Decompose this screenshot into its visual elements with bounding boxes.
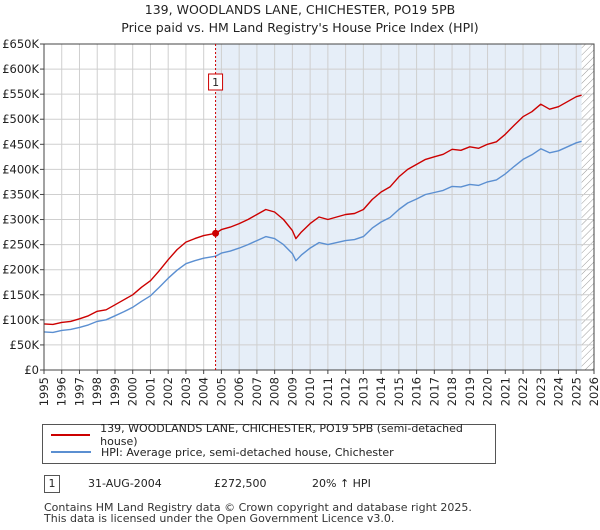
x-tick-label: 2010 bbox=[303, 377, 317, 406]
y-tick-label: £50K bbox=[10, 338, 40, 352]
x-tick-label: 2017 bbox=[427, 377, 441, 406]
x-tick-label: 2011 bbox=[321, 377, 335, 406]
sale-price: £272,500 bbox=[214, 477, 267, 490]
legend-hpi-label: HPI: Average price, semi-detached house,… bbox=[101, 445, 394, 459]
sale-hpi-change: 20% ↑ HPI bbox=[312, 477, 371, 490]
sale-marker-badge: 1 bbox=[44, 475, 60, 493]
y-tick-label: £350K bbox=[2, 187, 39, 201]
legend-item-property: 139, WOODLANDS LANE, CHICHESTER, PO19 5P… bbox=[51, 422, 495, 448]
x-tick-label: 2009 bbox=[285, 377, 299, 406]
footer-licence: This data is licensed under the Open Gov… bbox=[44, 512, 395, 525]
x-tick-label: 2024 bbox=[552, 377, 566, 406]
y-tick-label: £100K bbox=[2, 313, 39, 327]
x-tick-label: 2020 bbox=[481, 377, 495, 406]
forecast-hatch bbox=[581, 44, 594, 370]
x-tick-label: 2008 bbox=[268, 377, 282, 406]
sale-point bbox=[212, 229, 220, 237]
sale-marker-box bbox=[208, 73, 224, 91]
x-tick-label: 2025 bbox=[569, 377, 583, 406]
legend-property-label: 139, WOODLANDS LANE, CHICHESTER, PO19 5P… bbox=[100, 422, 463, 448]
x-tick-label: 2019 bbox=[463, 377, 477, 406]
x-tick-label: 2015 bbox=[392, 377, 406, 406]
y-tick-label: £450K bbox=[2, 137, 39, 151]
x-tick-label: 1996 bbox=[55, 377, 69, 406]
x-tick-label: 2007 bbox=[250, 377, 264, 406]
property-line-swatch bbox=[51, 434, 91, 436]
y-tick-label: £400K bbox=[2, 162, 39, 176]
y-tick-label: £200K bbox=[2, 263, 39, 277]
y-tick-label: £600K bbox=[2, 62, 39, 76]
footer-note: Contains HM Land Registry data © Crown c… bbox=[44, 502, 472, 524]
hpi-line-swatch bbox=[51, 451, 91, 453]
x-tick-label: 1999 bbox=[108, 377, 122, 406]
x-tick-label: 2012 bbox=[339, 377, 353, 406]
property-series-line bbox=[43, 94, 582, 326]
sale-date: 31-AUG-2004 bbox=[88, 477, 162, 490]
y-tick-label: £150K bbox=[2, 288, 39, 302]
x-tick-label: 2023 bbox=[534, 377, 548, 406]
y-tick-label: £550K bbox=[2, 87, 39, 101]
x-tick-label: 2022 bbox=[516, 377, 530, 406]
x-tick-label: 2026 bbox=[587, 377, 600, 406]
x-tick-label: 2001 bbox=[143, 377, 157, 406]
y-tick-label: £650K bbox=[2, 37, 39, 51]
x-tick-label: 2013 bbox=[356, 377, 370, 406]
sale-marker-label: 1 bbox=[212, 76, 219, 89]
x-tick-label: 2021 bbox=[498, 377, 512, 406]
chart-title-line-1: 139, WOODLANDS LANE, CHICHESTER, PO19 5P… bbox=[144, 2, 456, 17]
x-tick-label: 2002 bbox=[161, 377, 175, 406]
chart-legend: 139, WOODLANDS LANE, CHICHESTER, PO19 5P… bbox=[42, 422, 496, 464]
y-tick-label: £500K bbox=[2, 112, 39, 126]
x-tick-label: 2000 bbox=[126, 377, 140, 406]
footer-copyright: Contains HM Land Registry data © Crown c… bbox=[44, 501, 472, 514]
chart-title-line-2: Price paid vs. HM Land Registry's House … bbox=[121, 20, 479, 35]
price-chart: £0 £50K £100K £150K £200K £250K £300K £350K £400… bbox=[2, 37, 600, 406]
x-tick-label: 2004 bbox=[197, 377, 211, 406]
x-tick-label: 1998 bbox=[90, 377, 104, 406]
x-tick-label: 2005 bbox=[214, 377, 228, 406]
x-tick-label: 1997 bbox=[72, 377, 86, 406]
x-tick-label: 2016 bbox=[410, 377, 424, 406]
x-tick-label: 1995 bbox=[37, 377, 51, 406]
hpi-series-line bbox=[43, 140, 582, 334]
x-tick-label: 2018 bbox=[445, 377, 459, 406]
y-tick-label: £0 bbox=[24, 363, 39, 377]
x-tick-label: 2014 bbox=[374, 377, 388, 406]
y-tick-label: £300K bbox=[2, 213, 39, 227]
plot-frame bbox=[43, 43, 595, 371]
legend-item-hpi: HPI: Average price, semi-detached house,… bbox=[51, 444, 394, 460]
x-tick-label: 2003 bbox=[179, 377, 193, 406]
x-tick-label: 2006 bbox=[232, 377, 246, 406]
y-tick-label: £250K bbox=[2, 238, 39, 252]
